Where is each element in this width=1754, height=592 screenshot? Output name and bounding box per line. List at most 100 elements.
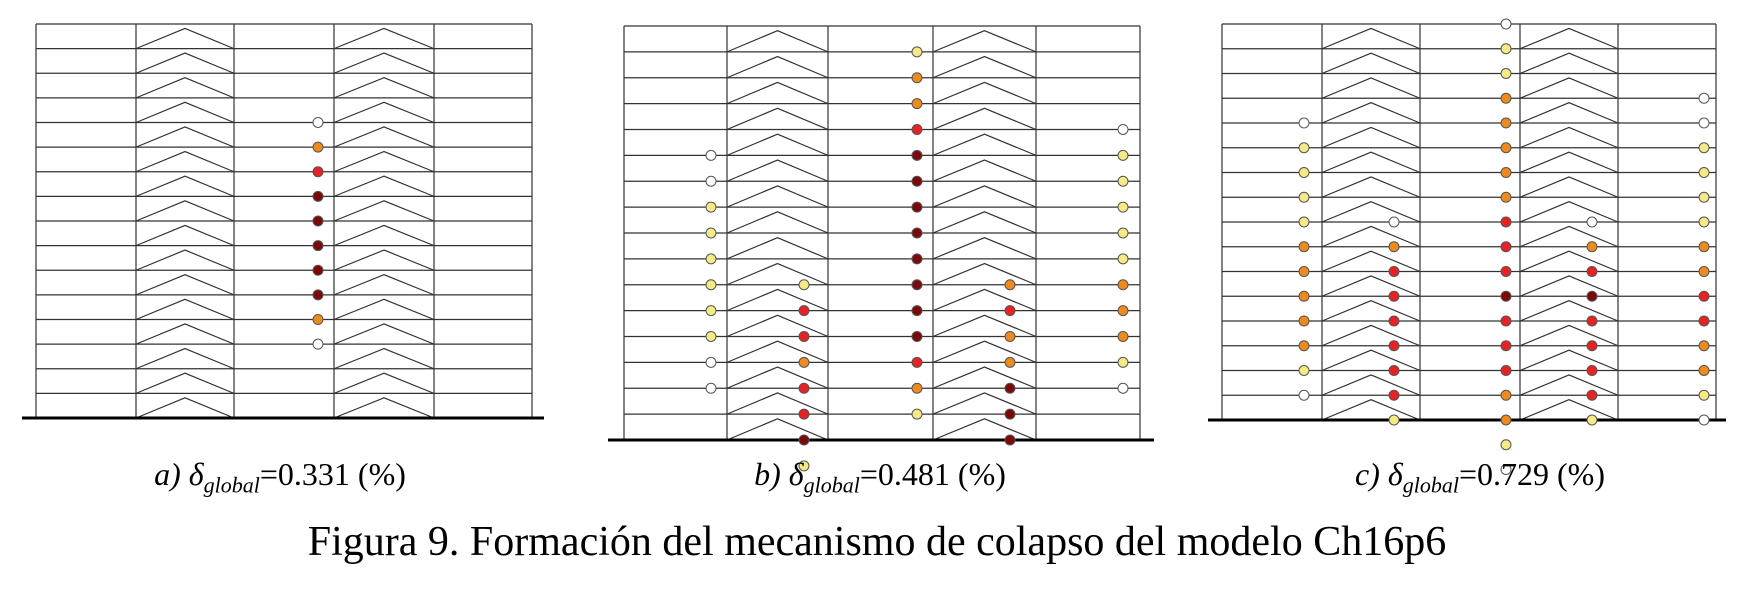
plastic-hinge <box>798 305 810 317</box>
chevron-brace <box>1321 102 1421 124</box>
plastic-hinge <box>1698 414 1710 426</box>
plastic-hinge <box>911 305 923 317</box>
chevron-brace <box>932 30 1037 53</box>
chevron-brace <box>135 224 235 247</box>
chevron-brace <box>726 314 829 338</box>
plastic-hinge <box>1586 389 1598 401</box>
chevron-brace <box>1321 176 1421 198</box>
chevron-brace <box>726 55 829 79</box>
chevron-brace <box>726 211 829 234</box>
plastic-hinge <box>911 72 923 84</box>
plastic-hinge <box>1500 340 1512 352</box>
chevron-brace <box>1519 300 1619 322</box>
plastic-hinge <box>1500 167 1512 178</box>
plastic-hinge <box>705 382 717 394</box>
chevron-brace <box>333 323 435 345</box>
plastic-hinge <box>1298 191 1310 203</box>
chevron-brace <box>1321 201 1421 223</box>
chevron-brace <box>333 347 435 370</box>
plastic-hinge <box>911 201 923 213</box>
plastic-hinge <box>1698 266 1710 277</box>
plastic-hinge <box>705 149 717 161</box>
chevron-brace <box>1321 250 1421 273</box>
plastic-hinge <box>1698 142 1710 154</box>
chevron-brace <box>932 81 1037 105</box>
chevron-brace <box>135 372 235 394</box>
chevron-brace <box>726 392 829 415</box>
chevron-brace <box>1519 201 1619 223</box>
chevron-brace <box>333 372 435 394</box>
plastic-hinge <box>1500 290 1512 302</box>
chevron-brace <box>1519 225 1619 248</box>
plastic-hinge <box>1388 389 1400 401</box>
plastic-hinge <box>911 175 923 187</box>
plastic-hinge <box>1500 414 1512 426</box>
plastic-hinge <box>1586 365 1598 376</box>
chevron-brace <box>1519 349 1619 372</box>
plastic-hinge <box>911 98 923 110</box>
plastic-hinge <box>1698 241 1710 253</box>
plastic-hinge <box>312 190 324 202</box>
plastic-hinge <box>1500 92 1512 104</box>
chevron-brace <box>333 27 435 50</box>
plastic-hinge <box>1004 279 1016 291</box>
plastic-hinge <box>1698 290 1710 302</box>
chevron-brace <box>932 418 1037 441</box>
plastic-hinge <box>1298 389 1310 401</box>
chevron-brace <box>726 81 829 105</box>
plastic-hinge <box>312 289 324 301</box>
plastic-hinge <box>798 434 810 446</box>
chevron-brace <box>1321 300 1421 322</box>
plastic-hinge <box>312 117 324 128</box>
chevron-brace <box>135 52 235 74</box>
plastic-hinge <box>312 264 324 276</box>
plastic-hinge <box>1698 340 1710 352</box>
chevron-brace <box>333 175 435 197</box>
chevron-brace <box>135 27 235 50</box>
chevron-brace <box>1519 77 1619 99</box>
plastic-hinge <box>911 408 923 420</box>
plastic-hinge <box>1586 266 1598 277</box>
plastic-hinge <box>1004 356 1016 368</box>
delta-symbol: δ <box>1387 456 1403 492</box>
plastic-hinge <box>705 175 717 187</box>
chevron-brace <box>932 211 1037 234</box>
chevron-brace <box>1519 374 1619 396</box>
chevron-brace <box>135 200 235 222</box>
plastic-hinge <box>1500 439 1512 451</box>
chevron-brace <box>333 224 435 247</box>
plastic-hinge <box>798 460 810 472</box>
drift-value: =0.729 (%) <box>1458 456 1605 492</box>
plastic-hinge <box>1500 241 1512 253</box>
plastic-hinge <box>798 408 810 420</box>
chevron-brace <box>1321 275 1421 297</box>
chevron-brace <box>333 126 435 148</box>
chevron-brace <box>135 150 235 173</box>
chevron-brace <box>333 397 435 419</box>
panel-letter: b) <box>754 456 781 492</box>
plastic-hinge <box>1117 124 1129 135</box>
plastic-hinge <box>798 279 810 291</box>
plastic-hinge <box>1500 43 1512 55</box>
chevron-brace <box>1519 27 1619 50</box>
plastic-hinge <box>1500 464 1512 475</box>
plastic-hinge <box>312 240 324 252</box>
chevron-brace <box>726 237 829 260</box>
plastic-hinge <box>911 382 923 394</box>
panel-caption-b: b) δglobal=0.481 (%) <box>754 456 1006 498</box>
chevron-brace <box>1321 374 1421 396</box>
plastic-hinge <box>1298 142 1310 154</box>
frame-panel-b <box>608 25 1154 472</box>
figure-caption: Figura 9. Formación del mecanismo de col… <box>307 519 1447 565</box>
plastic-hinge <box>1500 365 1512 376</box>
plastic-hinge <box>1586 216 1598 228</box>
chevron-brace <box>726 340 829 363</box>
plastic-hinge <box>312 215 324 227</box>
plastic-hinge <box>1388 414 1400 426</box>
plastic-hinge <box>798 382 810 394</box>
chevron-brace <box>1321 324 1421 347</box>
chevron-brace <box>135 274 235 296</box>
plastic-hinge <box>1698 216 1710 228</box>
plastic-hinge <box>1117 253 1129 265</box>
